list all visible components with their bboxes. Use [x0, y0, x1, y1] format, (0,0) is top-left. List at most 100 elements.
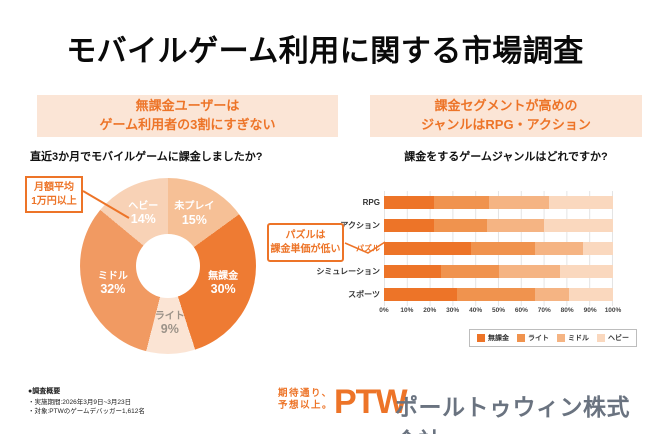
- bar-category-label: アクション: [340, 221, 380, 230]
- donut-segment-label: ヘビー 14%: [128, 201, 158, 227]
- legend-item: 無課金: [477, 333, 509, 343]
- donut-segment-value: 9%: [160, 322, 179, 337]
- bar-segment: [487, 219, 545, 232]
- x-axis-tick-label: 0%: [379, 307, 389, 314]
- bar-segment: [583, 242, 613, 255]
- legend-swatch: [597, 334, 605, 342]
- donut-segment-name: ヘビー: [128, 200, 159, 212]
- donut-chart: 未プレイ 15% 無課金 30% ライト 9% ミドル 32% ヘビー 14%: [80, 178, 256, 354]
- legend-label: ミドル: [568, 335, 589, 342]
- brand-tagline-line1: 期待通り、: [278, 388, 333, 399]
- survey-note-line: ・対象:PTWのゲームデバッガー1,612名: [28, 408, 145, 416]
- bar-row: [384, 191, 613, 214]
- bar-row-segments: [384, 196, 613, 209]
- right-headline-line2: ジャンルはRPG・アクション: [421, 117, 591, 132]
- legend-swatch: [557, 334, 565, 342]
- bar-segment: [471, 242, 536, 255]
- survey-note-line: ・実施期間:2026年3月9日~3月23日: [28, 399, 132, 406]
- x-axis-tick-label: 10%: [400, 307, 414, 314]
- bar-row: [384, 260, 613, 283]
- right-headline-box: 課金セグメントが高めの ジャンルはRPG・アクション: [370, 95, 642, 137]
- donut-segment-label: ライト 9%: [155, 311, 185, 337]
- bar-segment: [384, 265, 442, 278]
- donut-ring: [80, 178, 256, 354]
- bar-segment: [384, 196, 435, 209]
- bar-segment: [434, 196, 490, 209]
- x-axis-tick-label: 20%: [423, 307, 437, 314]
- donut-segment-value: 30%: [210, 282, 236, 297]
- donut-segment-name: ライト: [154, 311, 185, 323]
- left-headline-line1: 無課金ユーザーは: [135, 98, 240, 114]
- puzzle-callout-line1: パズルは: [285, 230, 326, 241]
- brand-tagline: 期待通り、 予想以上。: [278, 388, 333, 413]
- bar-row-segments: [384, 288, 613, 301]
- legend-label: 無課金: [488, 335, 509, 342]
- x-axis-tick-label: 70%: [537, 307, 551, 314]
- donut-segment-label: ミドル 32%: [98, 271, 128, 297]
- heavy-user-callout-line2: 1万円以上: [31, 195, 77, 207]
- bar-row: [384, 214, 613, 237]
- bar-x-axis-ticks: 0% 10% 20% 30% 40% 50% 60% 70% 80% 90% 100%: [379, 307, 621, 317]
- legend-item: ライト: [517, 333, 549, 343]
- ptw-logo: PTW: [334, 383, 408, 421]
- bar-legend: 無課金 ライト ミドル ヘビー: [469, 329, 637, 347]
- bar-category-labels: RPG アクションパズルシミュレーションスポーツ: [280, 191, 380, 306]
- bar-segment: [384, 242, 472, 255]
- heavy-callout-connector-line: [83, 190, 130, 219]
- bar-segment: [498, 265, 561, 278]
- bar-segment: [384, 219, 435, 232]
- bar-rows: [384, 191, 613, 306]
- donut-segment-label: 無課金 30%: [208, 271, 238, 297]
- bar-segment: [489, 196, 549, 209]
- left-headline-box: 無課金ユーザーは ゲーム利用者の3割にすぎない: [37, 95, 338, 137]
- x-axis-tick-label: 80%: [560, 307, 574, 314]
- bar-row: [384, 237, 613, 260]
- donut-segment-value: 14%: [130, 212, 156, 227]
- brand-tagline-line2: 予想以上。: [278, 400, 334, 412]
- survey-notes-header: ●調査概要: [28, 388, 61, 395]
- bar-segment: [548, 196, 613, 209]
- bar-row-segments: [384, 219, 613, 232]
- donut-segment-label: 未プレイ 15%: [174, 201, 214, 227]
- bar-row: [384, 283, 613, 306]
- bar-category-label: パズル: [356, 244, 380, 253]
- bar-segment: [441, 265, 499, 278]
- bar-category-label: スポーツ: [348, 290, 380, 299]
- stacked-bar-chart: [384, 191, 613, 306]
- x-axis-tick-label: 60%: [514, 307, 528, 314]
- heavy-user-callout-line1: 月額平均: [34, 182, 74, 193]
- donut-segment-value: 32%: [100, 282, 126, 297]
- legend-label: ヘビー: [608, 335, 629, 342]
- x-axis-tick-label: 100%: [604, 307, 622, 314]
- right-question: 課金をするゲームジャンルはどれですか?: [404, 151, 608, 163]
- legend-label: ライト: [528, 335, 549, 342]
- legend-swatch: [477, 334, 485, 342]
- bar-segment: [434, 219, 488, 232]
- bar-segment: [535, 288, 570, 301]
- bar-row-segments: [384, 265, 613, 278]
- donut-segment-value: 15%: [181, 212, 207, 227]
- x-axis-tick-label: 30%: [446, 307, 460, 314]
- donut-segment-name: 未プレイ: [174, 201, 215, 213]
- bar-segment: [535, 242, 584, 255]
- page-title: モバイルゲーム利用に関する市場調査: [66, 35, 584, 68]
- donut-segment-name: ミドル: [97, 270, 128, 282]
- x-axis-tick-label: 50%: [491, 307, 506, 314]
- bar-row-segments: [384, 242, 613, 255]
- puzzle-callout-line2: 課金単価が低い: [270, 243, 341, 255]
- legend-item: ミドル: [557, 333, 589, 343]
- puzzle-callout: パズルは 課金単価が低い: [267, 223, 344, 262]
- bar-segment: [569, 288, 613, 301]
- bar-category-label: シミュレーション: [316, 267, 380, 276]
- bar-category-label: RPG: [362, 198, 380, 207]
- bar-segment: [560, 265, 613, 278]
- bar-segment: [384, 288, 458, 301]
- left-question: 直近3か月でモバイルゲームに課金しましたか?: [30, 151, 263, 163]
- puzzle-callout-connector-line: [344, 241, 386, 254]
- legend-item: ヘビー: [597, 333, 629, 343]
- x-axis-tick-label: 90%: [583, 307, 597, 314]
- company-name: ポールトゥウィン株式会社: [395, 394, 630, 434]
- x-axis-tick-label: 40%: [469, 307, 483, 314]
- bar-segment: [457, 288, 536, 301]
